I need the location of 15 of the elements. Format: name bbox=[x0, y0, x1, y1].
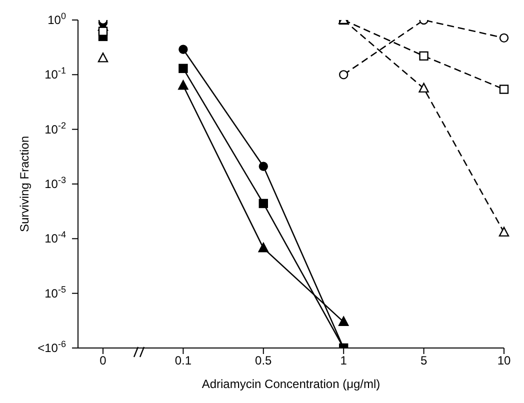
x-axis-title: Adriamycin Concentration (μg/ml) bbox=[202, 377, 380, 391]
x-tick-label: 0.5 bbox=[255, 354, 272, 368]
x-tick-label: 1 bbox=[340, 354, 348, 368]
y-tick-label: 10$^{-3}$ bbox=[44, 175, 66, 191]
x-tick-label: 0.1 bbox=[174, 354, 192, 368]
y-tick-label: 10$^{-1}$ bbox=[44, 66, 66, 82]
x-tick-label: 10 bbox=[497, 354, 511, 368]
x-tick-label: 0 bbox=[100, 354, 107, 368]
y-tick-label: 10$^{0}$ bbox=[48, 11, 66, 27]
y-tick-label: 10$^{-5}$ bbox=[44, 284, 66, 300]
y-axis-title: Surviving Fraction bbox=[17, 136, 32, 232]
y-tick-label: 10$^{-2}$ bbox=[44, 120, 66, 136]
y-tick-label: <10$^{-6}$ bbox=[38, 339, 66, 355]
y-tick-label: 10$^{-4}$ bbox=[44, 230, 66, 246]
x-tick-label: 5 bbox=[420, 354, 428, 368]
